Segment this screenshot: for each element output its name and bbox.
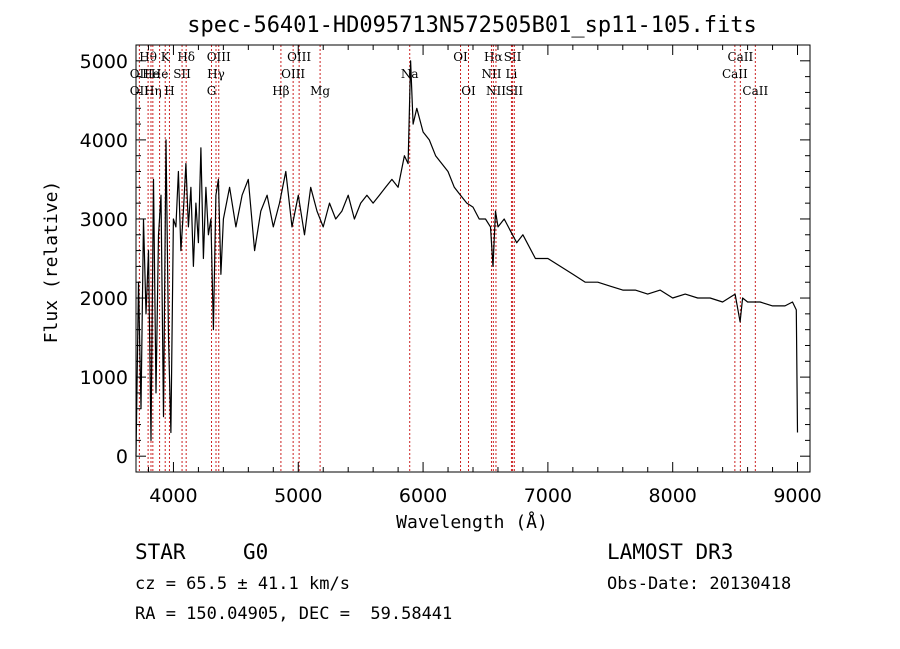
subclass-label: G0 xyxy=(243,540,269,564)
line-marker-label: He xyxy=(142,67,160,81)
y-tick-label: 3000 xyxy=(80,209,128,231)
y-tick-label: 2000 xyxy=(80,288,128,310)
line-marker-label: OIII xyxy=(281,67,305,81)
line-marker-label: Hδ xyxy=(177,50,195,64)
axes: 4000 5000 6000 7000 8000 9000 0 1000 2000 3000 400… xyxy=(80,44,822,507)
line-marker-label: OI xyxy=(461,84,476,98)
line-marker-label: NII xyxy=(486,84,506,98)
y-tick-label: 0 xyxy=(116,446,128,468)
x-tick-label: 9000 xyxy=(773,485,821,507)
class-label: STAR xyxy=(135,540,186,564)
x-tick-label: 5000 xyxy=(274,485,322,507)
y-tick-label: 1000 xyxy=(80,367,128,389)
x-tick-label: 7000 xyxy=(524,485,572,507)
line-marker-label: Hθ xyxy=(139,50,157,64)
plot-frame xyxy=(135,44,811,473)
line-marker-label: NII xyxy=(481,67,501,81)
y-axis-label: Flux (relative) xyxy=(41,181,62,344)
y-tick-label: 4000 xyxy=(80,130,128,152)
x-tick-label: 4000 xyxy=(149,485,197,507)
line-marker-label: He xyxy=(151,67,169,81)
line-marker-label: OIII xyxy=(287,50,311,64)
line-marker-label: Hη xyxy=(144,84,162,98)
line-marker-label: H xyxy=(164,84,174,98)
line-marker-label: SII xyxy=(505,84,523,98)
line-marker-label: CaII xyxy=(742,84,768,98)
line-marker-label: Hα xyxy=(484,50,503,64)
line-marker-label: CaII xyxy=(727,50,753,64)
x-tick-label: 6000 xyxy=(399,485,447,507)
line-marker-label: OIII xyxy=(207,50,231,64)
y-tick-label: 5000 xyxy=(80,51,128,73)
line-marker-label: SII xyxy=(173,67,191,81)
line-marker-label: Hβ xyxy=(272,84,289,98)
line-marker-label: OII xyxy=(130,67,150,81)
x-tick-label: 8000 xyxy=(649,485,697,507)
line-marker-label: OI xyxy=(453,50,468,64)
line-marker-label: Mg xyxy=(310,84,330,98)
line-marker-label: K xyxy=(161,50,171,64)
survey-label: LAMOST DR3 xyxy=(607,540,734,564)
line-marker-label: SII xyxy=(504,50,522,64)
series-line-flux xyxy=(135,60,799,457)
coordinates-readout: RA = 150.04905, DEC = 59.58441 xyxy=(135,604,453,624)
obs-date: Obs-Date: 20130418 xyxy=(607,574,792,594)
line-marker-label: CaII xyxy=(722,67,748,81)
spectrum-series xyxy=(135,60,799,457)
redshift-readout: cz = 65.5 ± 41.1 km/s xyxy=(135,574,350,594)
line-marker-label: Hγ xyxy=(207,67,225,81)
chart-title: spec-56401-HD095713N572505B01_sp11-105.f… xyxy=(187,13,757,38)
x-axis-label: Wavelength (Å) xyxy=(396,511,548,533)
line-marker-label: OII xyxy=(130,84,150,98)
line-marker-label: G xyxy=(207,84,217,98)
line-marker-label: Li xyxy=(506,67,518,81)
